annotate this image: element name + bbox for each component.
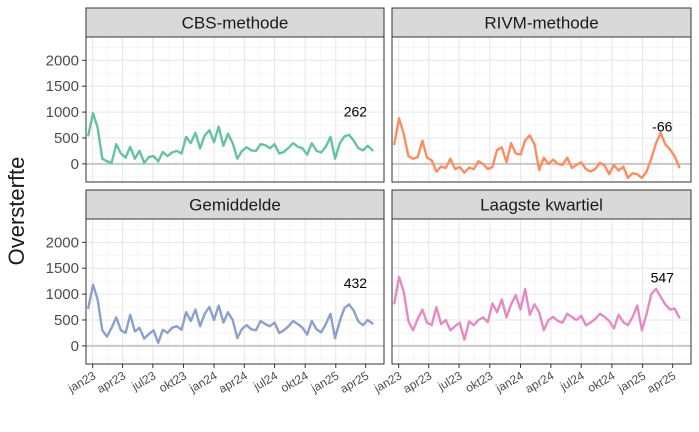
x-tick-label: okt23 bbox=[463, 368, 496, 395]
series-line bbox=[87, 283, 374, 344]
plot-area bbox=[392, 37, 691, 182]
y-tick-label: 1000 bbox=[46, 104, 79, 121]
y-axis-label: Oversterfte bbox=[4, 157, 29, 266]
panel-2: RIVM-methode -66 bbox=[391, 7, 692, 183]
x-tick-label: jan25 bbox=[308, 368, 342, 395]
series-line bbox=[87, 111, 374, 165]
x-tick-label: apr24 bbox=[216, 368, 250, 396]
panel-border bbox=[85, 218, 385, 365]
facet-title: RIVM-methode bbox=[484, 14, 598, 33]
plot-area bbox=[86, 37, 384, 182]
facet-strip bbox=[85, 7, 385, 38]
y-tick-label: 500 bbox=[54, 130, 79, 147]
y-tick-label: 1500 bbox=[46, 260, 79, 277]
y-tick-label: 500 bbox=[54, 312, 79, 329]
series-line bbox=[393, 275, 681, 341]
x-tick-label: apr23 bbox=[94, 368, 128, 396]
facet-title: Laagste kwartiel bbox=[480, 196, 603, 215]
plot-area bbox=[392, 219, 691, 364]
y-tick-label: 0 bbox=[71, 338, 79, 355]
y-tick-label: 2000 bbox=[46, 52, 79, 69]
x-tick-label: jul23 bbox=[129, 368, 159, 393]
x-tick-label: okt23 bbox=[157, 368, 190, 395]
latest-value-label: -66 bbox=[652, 119, 672, 135]
x-tick-label: okt24 bbox=[585, 368, 618, 395]
plot-area bbox=[86, 219, 384, 364]
x-tick-label: jan24 bbox=[493, 368, 527, 395]
x-tick-label: jul23 bbox=[435, 368, 465, 393]
x-tick-label: apr23 bbox=[401, 368, 435, 396]
y-tick-label: 1500 bbox=[46, 78, 79, 95]
facet-strip bbox=[85, 189, 385, 220]
facet-strip bbox=[391, 189, 692, 220]
x-tick-label: jul24 bbox=[557, 368, 587, 393]
x-tick-label: jul24 bbox=[250, 368, 280, 393]
panel-border bbox=[391, 218, 692, 365]
facet-title: CBS-methode bbox=[182, 14, 289, 33]
x-tick-label: jan24 bbox=[186, 368, 220, 395]
x-tick-label: jan23 bbox=[371, 368, 405, 395]
series-line bbox=[393, 117, 681, 180]
panel-border bbox=[85, 36, 385, 183]
x-tick-label: apr25 bbox=[338, 368, 372, 396]
y-tick-label: 0 bbox=[71, 156, 79, 173]
facet-panels: CBS-methode 262 0 500 1000 1500 2000 RIVM-metho… bbox=[46, 7, 692, 396]
x-tick-label: apr25 bbox=[645, 368, 679, 396]
facet-title: Gemiddelde bbox=[189, 196, 281, 215]
y-tick-label: 1000 bbox=[46, 286, 79, 303]
panel-1: CBS-methode 262 0 500 1000 1500 2000 bbox=[46, 7, 385, 183]
x-tick-label: jan23 bbox=[65, 368, 99, 395]
panel-border bbox=[391, 36, 692, 183]
y-tick-label: 2000 bbox=[46, 234, 79, 251]
latest-value-label: 547 bbox=[651, 270, 675, 286]
latest-value-label: 262 bbox=[344, 104, 368, 120]
latest-value-label: 432 bbox=[344, 275, 368, 291]
x-tick-label: jan25 bbox=[615, 368, 649, 395]
x-tick-label: apr24 bbox=[523, 368, 557, 396]
x-tick-label: okt24 bbox=[278, 368, 311, 395]
